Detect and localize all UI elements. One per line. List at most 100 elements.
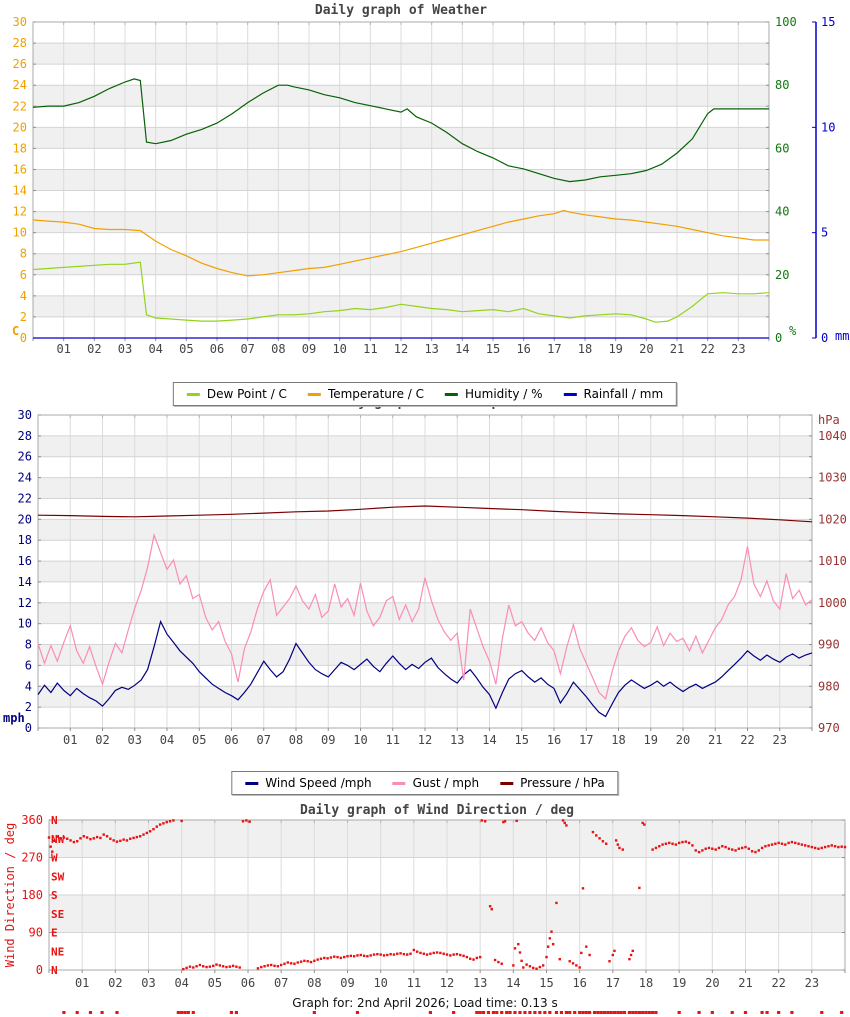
svg-text:12: 12	[13, 205, 27, 219]
svg-text:hPa: hPa	[818, 413, 840, 427]
svg-text:NW: NW	[51, 833, 65, 846]
svg-text:270: 270	[21, 851, 43, 865]
svg-text:05: 05	[179, 342, 193, 356]
svg-text:18: 18	[13, 141, 27, 155]
svg-text:03: 03	[118, 342, 132, 356]
svg-text:10: 10	[353, 733, 367, 747]
svg-text:06: 06	[224, 733, 238, 747]
svg-text:20: 20	[13, 120, 27, 134]
svg-text:14: 14	[18, 575, 32, 589]
legend-swatch-humidity	[445, 392, 459, 396]
svg-text:13: 13	[473, 976, 487, 990]
svg-text:07: 07	[257, 733, 271, 747]
legend-item-gust: Gust / mph	[392, 776, 480, 790]
svg-text:24: 24	[13, 78, 27, 92]
svg-text:360: 360	[21, 813, 43, 827]
svg-text:8: 8	[25, 638, 32, 652]
svg-text:07: 07	[240, 342, 254, 356]
svg-text:16: 16	[547, 733, 561, 747]
svg-text:15: 15	[821, 15, 835, 29]
svg-text:21: 21	[670, 342, 684, 356]
svg-text:11: 11	[386, 733, 400, 747]
svg-text:80: 80	[775, 78, 789, 92]
svg-text:30: 30	[13, 15, 27, 29]
svg-text:6: 6	[25, 658, 32, 672]
svg-text:01: 01	[56, 342, 70, 356]
legend-label-rainfall: Rainfall / mm	[583, 387, 664, 401]
svg-text:28: 28	[13, 36, 27, 50]
svg-text:22: 22	[13, 99, 27, 113]
svg-text:20: 20	[639, 342, 653, 356]
svg-text:05: 05	[208, 976, 222, 990]
svg-text:%: %	[789, 324, 797, 338]
svg-text:NE: NE	[51, 945, 64, 958]
svg-text:2: 2	[25, 700, 32, 714]
legend-swatch-pressure	[500, 781, 514, 785]
svg-text:23: 23	[731, 342, 745, 356]
svg-text:17: 17	[547, 342, 561, 356]
svg-text:14: 14	[455, 342, 469, 356]
svg-text:02: 02	[95, 733, 109, 747]
svg-text:mm: mm	[835, 329, 849, 343]
svg-text:1000: 1000	[818, 596, 847, 610]
svg-text:4: 4	[25, 679, 32, 693]
svg-text:06: 06	[210, 342, 224, 356]
svg-text:SW: SW	[51, 870, 65, 883]
svg-text:18: 18	[611, 733, 625, 747]
svg-text:28: 28	[18, 429, 32, 443]
chart-title-wind-direction: Daily graph of Wind Direction / deg	[300, 803, 574, 818]
svg-text:14: 14	[506, 976, 520, 990]
svg-text:12: 12	[394, 342, 408, 356]
legend-label-gust: Gust / mph	[412, 776, 480, 790]
svg-text:0: 0	[775, 331, 782, 345]
wind-speed-pressure-chart: 024681012141618202224262830mphhPa9709809…	[3, 408, 847, 747]
svg-text:20: 20	[705, 976, 719, 990]
svg-text:22: 22	[18, 491, 32, 505]
svg-text:17: 17	[606, 976, 620, 990]
legend-wind: Wind Speed /mph Gust / mph Pressure / hP…	[231, 771, 619, 795]
svg-text:20: 20	[18, 512, 32, 526]
svg-text:12: 12	[18, 596, 32, 610]
svg-text:C: C	[12, 324, 19, 338]
svg-text:19: 19	[644, 733, 658, 747]
svg-text:N: N	[51, 964, 58, 977]
svg-text:970: 970	[818, 721, 840, 735]
svg-text:02: 02	[87, 342, 101, 356]
svg-text:15: 15	[486, 342, 500, 356]
svg-text:14: 14	[482, 733, 496, 747]
svg-text:12: 12	[440, 976, 454, 990]
svg-text:04: 04	[160, 733, 174, 747]
svg-text:16: 16	[13, 162, 27, 176]
svg-text:26: 26	[13, 57, 27, 71]
svg-text:14: 14	[13, 184, 27, 198]
svg-text:13: 13	[424, 342, 438, 356]
svg-text:09: 09	[302, 342, 316, 356]
svg-text:06: 06	[241, 976, 255, 990]
svg-text:980: 980	[818, 679, 840, 693]
svg-text:01: 01	[75, 976, 89, 990]
svg-text:40: 40	[775, 205, 789, 219]
svg-text:1010: 1010	[818, 554, 847, 568]
legend-item-temperature: Temperature / C	[307, 387, 425, 401]
svg-text:10: 10	[373, 976, 387, 990]
svg-text:16: 16	[572, 976, 586, 990]
svg-text:8: 8	[20, 247, 27, 261]
svg-text:18: 18	[639, 976, 653, 990]
svg-text:1030: 1030	[818, 471, 847, 485]
svg-text:18: 18	[18, 533, 32, 547]
svg-text:10: 10	[821, 120, 835, 134]
svg-text:S: S	[51, 889, 58, 902]
svg-text:0: 0	[25, 721, 32, 735]
svg-text:26: 26	[18, 450, 32, 464]
svg-text:0: 0	[36, 963, 43, 977]
svg-text:15: 15	[515, 733, 529, 747]
legend-swatch-rainfall	[563, 392, 577, 396]
legend-weather: Dew Point / C Temperature / C Humidity /…	[172, 382, 678, 406]
svg-text:W: W	[51, 852, 58, 865]
svg-text:10: 10	[332, 342, 346, 356]
legend-label-temperature: Temperature / C	[327, 387, 425, 401]
svg-text:4: 4	[20, 289, 27, 303]
svg-text:03: 03	[141, 976, 155, 990]
svg-text:100: 100	[775, 15, 797, 29]
